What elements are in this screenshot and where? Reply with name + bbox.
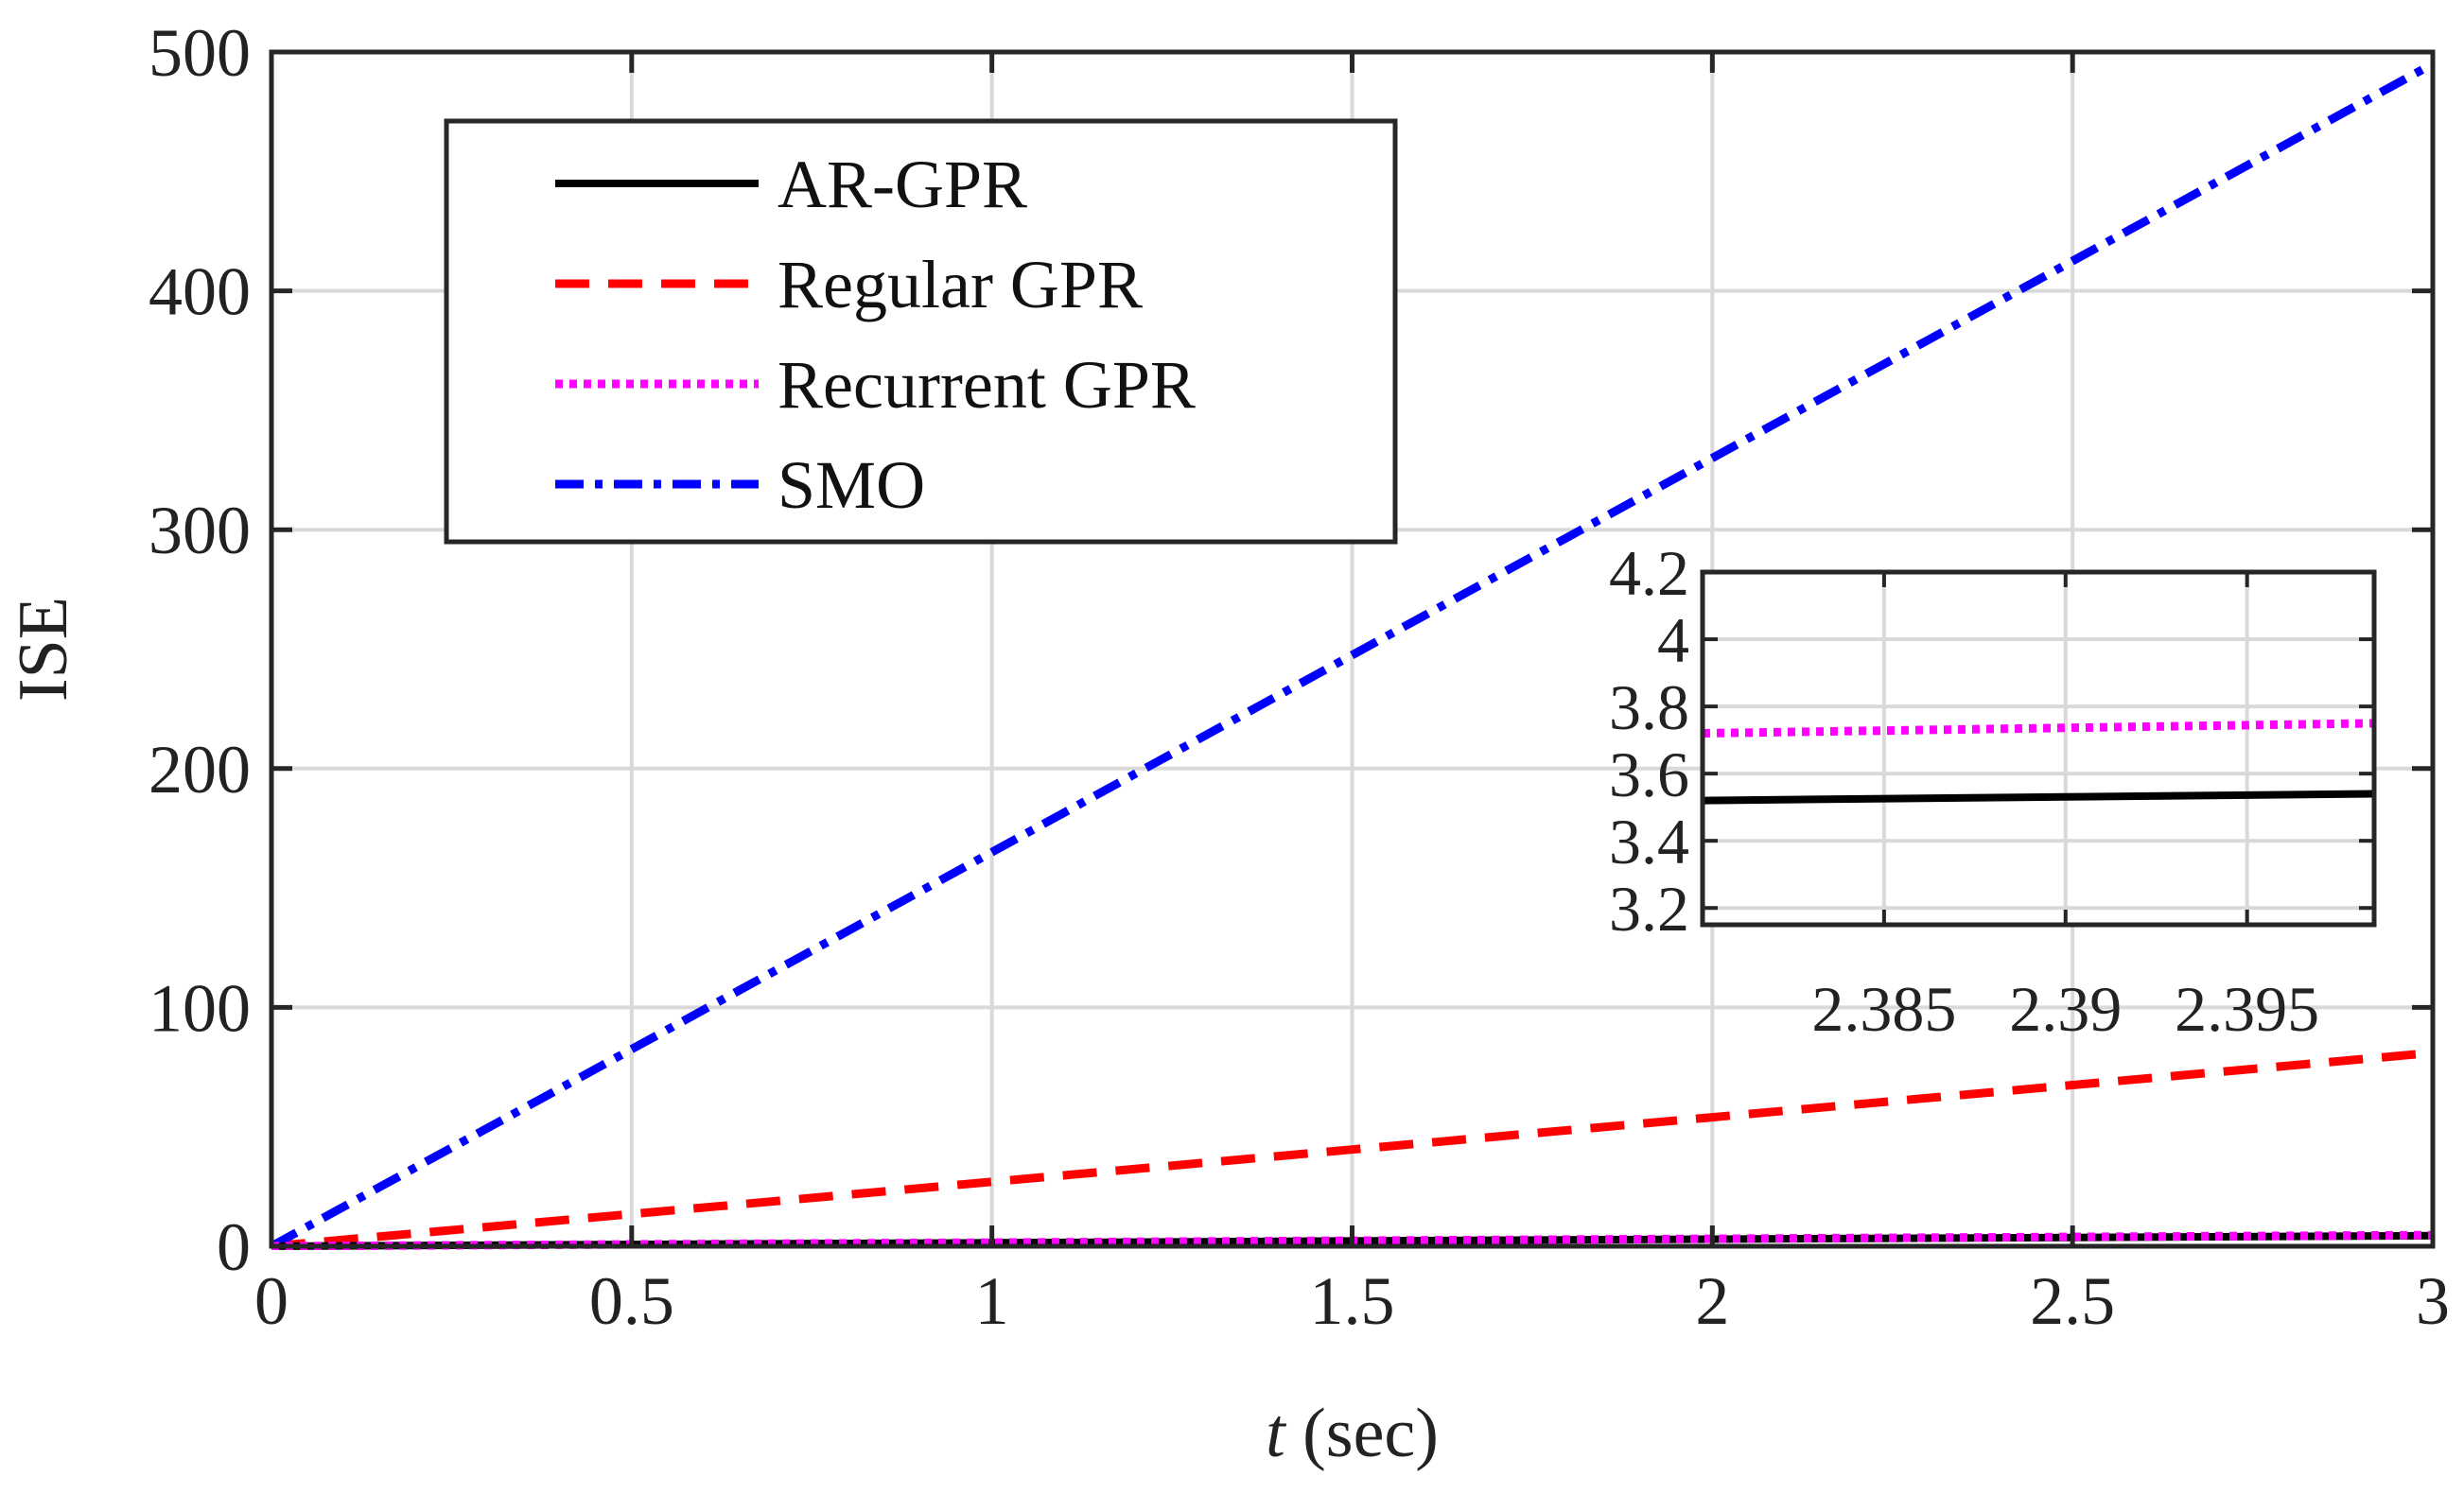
inset-x-tick-label: 2.385 bbox=[1811, 973, 1956, 1045]
inset-y-tick-label: 4 bbox=[1657, 604, 1689, 676]
inset-x-tick-label: 2.39 bbox=[2009, 973, 2122, 1045]
axes: 0 0.5 1 1.5 2 2.5 3 0 100 200 300 400 500 t (sec) ISE bbox=[5, 15, 2450, 1472]
series-line-smo bbox=[271, 60, 2436, 1250]
x-tick-label: 1.5 bbox=[1310, 1263, 1395, 1339]
y-tick-label: 300 bbox=[149, 493, 251, 568]
y-tick-label: 100 bbox=[149, 970, 251, 1046]
inset-series-line-recurrent-gpr bbox=[1702, 719, 2375, 738]
x-tick-label: 1 bbox=[975, 1263, 1009, 1339]
legend-entry: AR-GPR bbox=[555, 147, 1027, 222]
y-axis-label: ISE bbox=[5, 597, 82, 702]
x-axis-label: t (sec) bbox=[1266, 1395, 1439, 1472]
x-axis-label-variable: t bbox=[1266, 1395, 1287, 1472]
inset-y-tick-label: 3.6 bbox=[1609, 738, 1689, 810]
x-tick-label: 2.5 bbox=[2030, 1263, 2115, 1339]
x-tick-label: 0 bbox=[254, 1263, 288, 1339]
x-axis-label-unit: (sec) bbox=[1285, 1395, 1439, 1472]
y-tick-label: 500 bbox=[149, 15, 251, 91]
legend-label: AR-GPR bbox=[778, 147, 1027, 222]
zoom-inset: 2.385 2.39 2.395 3.23.43.63.844.2 bbox=[1609, 537, 2377, 1045]
y-tick-label: 0 bbox=[217, 1209, 251, 1285]
legend-box bbox=[444, 118, 1398, 545]
inset-y-tick-label: 3.2 bbox=[1609, 873, 1689, 945]
legend-label: SMO bbox=[778, 447, 925, 523]
x-tick-label: 0.5 bbox=[589, 1263, 674, 1339]
inset-frame bbox=[1700, 569, 2377, 928]
legend-label: Regular GPR bbox=[778, 247, 1143, 322]
legend: AR-GPR Regular GPR Recurrent GPR SMO bbox=[444, 118, 1398, 545]
inset-series-line-ar-gpr bbox=[1702, 790, 2375, 805]
legend-entry: Regular GPR bbox=[555, 247, 1143, 322]
inset-y-tick-label: 3.4 bbox=[1609, 806, 1689, 877]
inset-background bbox=[1703, 572, 2374, 925]
x-tick-label: 3 bbox=[2416, 1263, 2450, 1339]
legend-entry: Recurrent GPR bbox=[555, 347, 1196, 423]
inset-y-tick-label: 3.8 bbox=[1609, 671, 1689, 743]
x-tick-label: 2 bbox=[1695, 1263, 1729, 1339]
legend-entry: SMO bbox=[555, 447, 925, 523]
y-tick-label: 400 bbox=[149, 254, 251, 330]
series-line-regular-gpr bbox=[271, 1048, 2434, 1250]
y-tick-label: 200 bbox=[149, 732, 251, 808]
legend-label: Recurrent GPR bbox=[778, 347, 1196, 423]
inset-y-tick-label: 4.2 bbox=[1609, 537, 1689, 609]
inset-x-tick-label: 2.395 bbox=[2175, 973, 2319, 1045]
